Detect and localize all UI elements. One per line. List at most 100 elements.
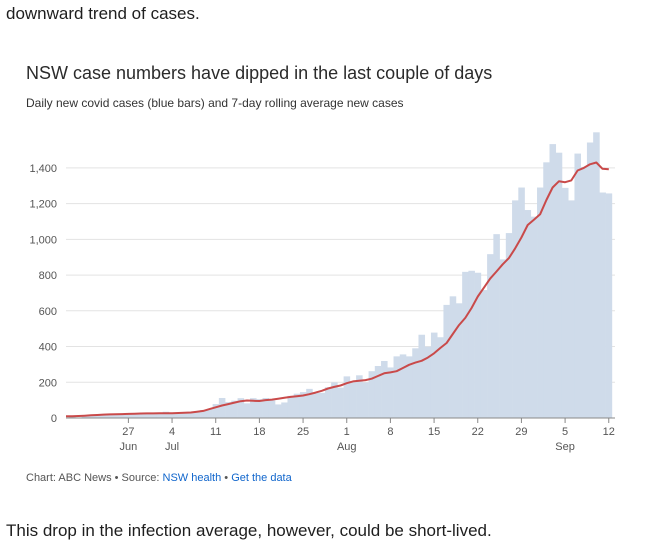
case-bar: [437, 337, 444, 418]
case-bar: [549, 144, 557, 418]
case-bar: [281, 402, 288, 418]
case-bar: [156, 413, 163, 418]
case-bar: [424, 346, 432, 418]
x-tick-month-label: Aug: [337, 441, 357, 453]
case-bar: [430, 332, 438, 418]
x-tick-label: 11: [210, 426, 221, 438]
case-bar: [324, 387, 332, 418]
case-bar: [449, 296, 457, 418]
case-bar: [274, 404, 282, 418]
source-link[interactable]: NSW health: [162, 472, 222, 484]
get-data-link[interactable]: Get the data: [231, 472, 292, 484]
case-bar: [131, 413, 139, 418]
case-bar: [493, 234, 500, 418]
case-bar: [94, 415, 101, 418]
case-bar: [250, 398, 257, 418]
x-tick-label: 5: [562, 426, 568, 438]
case-bar: [343, 376, 351, 418]
y-tick-label: 600: [39, 306, 57, 318]
case-bar: [212, 404, 220, 418]
case-bar: [468, 270, 475, 418]
case-bar: [362, 382, 369, 418]
case-bar: [237, 398, 245, 418]
y-tick-label: 200: [39, 377, 57, 389]
x-tick-label: 25: [297, 426, 309, 438]
x-tick-label: 15: [428, 426, 440, 438]
case-bar: [605, 193, 613, 418]
case-bar: [318, 392, 326, 418]
case-bar: [512, 200, 519, 418]
case-bar: [193, 411, 201, 418]
case-bar: [568, 200, 575, 418]
case-bar: [268, 400, 276, 418]
case-bar: [181, 412, 188, 418]
case-bar: [81, 416, 89, 418]
case-bar: [561, 187, 569, 418]
case-bar: [87, 416, 95, 418]
case-bar: [356, 375, 363, 418]
case-bar: [349, 382, 357, 418]
x-tick-label: 8: [387, 426, 393, 438]
case-bar: [225, 402, 232, 418]
case-bar: [555, 152, 563, 418]
y-tick-label: 400: [39, 342, 57, 354]
outro-paragraph: This drop in the infection average, howe…: [6, 521, 492, 540]
case-bar: [187, 411, 195, 418]
case-bar: [374, 366, 382, 418]
credit-separator: •: [221, 472, 232, 484]
case-bar: [106, 414, 114, 418]
case-bar: [499, 259, 507, 418]
case-bar: [399, 354, 407, 418]
intro-paragraph: downward trend of cases.: [6, 4, 200, 23]
case-bar: [418, 334, 426, 418]
x-tick-month-label: Jun: [120, 441, 138, 453]
y-tick-label: 0: [51, 413, 57, 425]
case-bar: [337, 387, 344, 418]
x-tick-label: 1: [344, 426, 350, 438]
case-bar: [231, 400, 238, 418]
x-tick-label: 12: [603, 426, 615, 438]
case-bar: [162, 411, 170, 418]
case-bar: [100, 414, 107, 418]
x-tick-label: 29: [515, 426, 527, 438]
case-bar: [599, 192, 606, 418]
chart-subtitle: Daily new covid cases (blue bars) and 7-…: [26, 96, 404, 110]
case-bar: [331, 382, 338, 418]
x-tick-label: 4: [169, 426, 175, 438]
case-bar: [586, 142, 594, 418]
case-bar: [393, 356, 401, 418]
line-layer: [66, 161, 609, 418]
case-bar: [381, 361, 388, 418]
case-bar: [287, 395, 295, 418]
case-bar: [480, 290, 488, 418]
rolling-average-line: [66, 161, 609, 418]
case-bar: [543, 162, 550, 418]
case-bar: [306, 388, 313, 418]
x-tick-label: 22: [472, 426, 484, 438]
case-bar: [256, 399, 263, 418]
x-tick-month-label: Jul: [165, 441, 179, 453]
case-bar: [175, 413, 182, 418]
case-bar: [387, 367, 394, 418]
case-bar: [487, 254, 494, 418]
case-bar: [518, 187, 525, 418]
case-bar: [143, 412, 151, 418]
case-bar: [505, 233, 513, 418]
chart-credit: Chart: ABC News • Source: NSW health • G…: [26, 472, 292, 484]
case-bar: [119, 414, 126, 418]
y-tick-label: 1,000: [29, 234, 57, 246]
case-bar: [206, 409, 213, 418]
case-bar: [137, 413, 145, 418]
y-tick-label: 800: [39, 270, 57, 282]
case-bar: [218, 397, 226, 418]
case-bar: [243, 403, 251, 418]
chart-title: NSW case numbers have dipped in the last…: [26, 63, 493, 83]
case-bar: [462, 271, 469, 418]
case-bar: [200, 410, 207, 418]
case-bar: [406, 356, 413, 418]
case-bar: [574, 153, 581, 418]
case-bar: [150, 414, 157, 418]
x-tick-label: 27: [122, 426, 134, 438]
